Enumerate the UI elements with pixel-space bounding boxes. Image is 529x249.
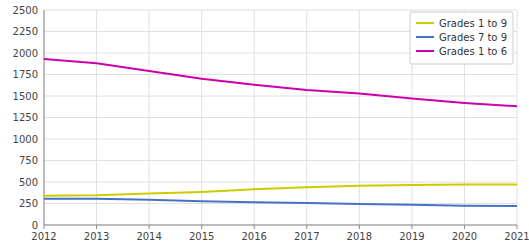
grid-line-x: [517, 10, 518, 225]
grid-line-y: [44, 160, 517, 161]
grid-line-x: [359, 10, 360, 225]
x-tick-label: 2020: [452, 231, 477, 242]
grid-line-x: [306, 10, 307, 225]
x-tick-label: 2021: [504, 231, 529, 242]
grid: [44, 10, 517, 225]
legend-label: Grades 7 to 9: [439, 32, 507, 43]
y-tick-label: 1750: [13, 69, 38, 80]
x-tick-label: 2012: [31, 231, 56, 242]
grid-line-x: [96, 10, 97, 225]
grid-line-y: [44, 10, 517, 11]
grid-line-y: [44, 117, 517, 118]
y-tick-label: 1500: [13, 91, 38, 102]
x-tick: [359, 225, 360, 229]
grid-line-y: [44, 139, 517, 140]
chart: 0 250 500 750 1000 1250 1500 1750 2000 2250 2500 20…: [0, 0, 529, 249]
x-tick-label: 2017: [294, 231, 319, 242]
x-tick: [411, 225, 412, 229]
legend-label: Grades 1 to 6: [439, 46, 507, 57]
x-tick: [149, 225, 150, 229]
grid-line-y: [44, 74, 517, 75]
x-tick-label: 2013: [84, 231, 109, 242]
y-tick-label: 750: [19, 155, 38, 166]
x-tick: [96, 225, 97, 229]
legend: Grades 1 to 9 Grades 7 to 9 Grades 1 to 6: [410, 12, 513, 64]
lines: [44, 59, 517, 206]
grid-line-x: [254, 10, 255, 225]
legend-key: [416, 50, 434, 52]
x-tick: [517, 225, 518, 229]
x-tick-label: 2014: [136, 231, 161, 242]
x-tick: [464, 225, 465, 229]
series-line: [44, 199, 517, 206]
y-tick-label: 250: [19, 198, 38, 209]
legend-box: [410, 12, 513, 64]
x-tick: [201, 225, 202, 229]
series-line: [44, 59, 517, 106]
y-axis: [44, 10, 45, 225]
legend-label: Grades 1 to 9: [439, 18, 507, 29]
y-tick-label: 0: [32, 220, 38, 231]
grid-line-y: [44, 96, 517, 97]
x-tick: [254, 225, 255, 229]
x-tick-label: 2016: [241, 231, 266, 242]
x-tick: [306, 225, 307, 229]
x-tick-label: 2015: [189, 231, 214, 242]
x-tick-label: 2019: [399, 231, 424, 242]
legend-key: [416, 22, 434, 24]
y-tick-label: 2250: [13, 26, 38, 37]
grid-line-y: [44, 225, 517, 226]
y-tick-label: 2500: [13, 5, 38, 16]
x-tick: [44, 225, 45, 229]
y-tick-label: 1250: [13, 112, 38, 123]
y-tick-label: 1000: [13, 134, 38, 145]
x-tick-label: 2018: [347, 231, 372, 242]
y-tick-label: 2000: [13, 48, 38, 59]
series-line: [44, 185, 517, 196]
legend-key: [416, 36, 434, 38]
x-axis: [44, 225, 517, 226]
grid-line-x: [44, 10, 45, 225]
y-tick-label: 500: [19, 177, 38, 188]
grid-line-y: [44, 182, 517, 183]
